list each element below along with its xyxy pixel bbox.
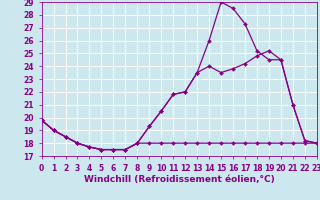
X-axis label: Windchill (Refroidissement éolien,°C): Windchill (Refroidissement éolien,°C) — [84, 175, 275, 184]
